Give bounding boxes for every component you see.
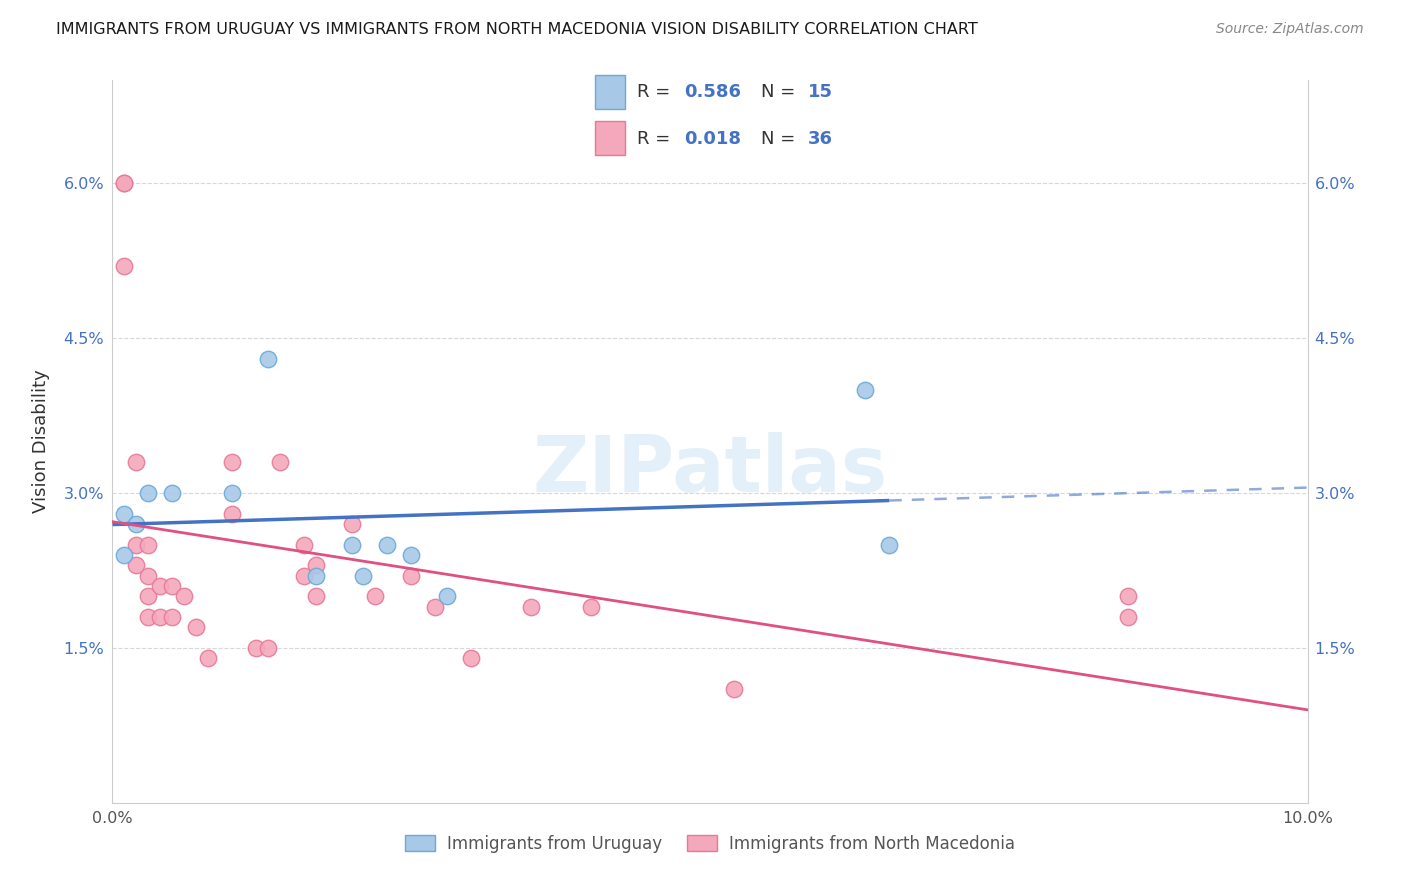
Point — [520, 599, 543, 614]
Point — [377, 538, 399, 552]
Point — [353, 568, 375, 582]
Point — [125, 538, 148, 552]
Point — [125, 517, 148, 532]
Point — [162, 610, 183, 624]
Point — [1118, 610, 1140, 624]
Point — [149, 610, 172, 624]
Point — [401, 548, 423, 562]
Point — [1118, 590, 1140, 604]
Point — [149, 579, 172, 593]
Point — [340, 517, 363, 532]
Point — [186, 620, 208, 634]
Point — [305, 590, 328, 604]
Point — [162, 486, 183, 500]
Y-axis label: Vision Disability: Vision Disability — [31, 369, 49, 514]
Point — [257, 351, 280, 366]
Point — [125, 558, 148, 573]
Text: R =: R = — [637, 129, 676, 147]
Text: 0.018: 0.018 — [683, 129, 741, 147]
Point — [460, 651, 482, 665]
Text: R =: R = — [637, 83, 676, 101]
Point — [855, 383, 877, 397]
Point — [221, 507, 243, 521]
Point — [401, 568, 423, 582]
Text: 0.586: 0.586 — [683, 83, 741, 101]
Point — [269, 455, 291, 469]
Point — [114, 259, 135, 273]
Point — [125, 455, 148, 469]
Point — [221, 455, 243, 469]
Point — [138, 610, 160, 624]
Point — [114, 507, 135, 521]
Bar — [595, 121, 624, 155]
Point — [114, 177, 135, 191]
Bar — [595, 75, 624, 109]
Point — [305, 568, 328, 582]
Point — [425, 599, 447, 614]
Point — [162, 579, 183, 593]
Point — [114, 177, 135, 191]
Point — [138, 590, 160, 604]
Text: 15: 15 — [808, 83, 832, 101]
Point — [436, 590, 458, 604]
Point — [197, 651, 219, 665]
Point — [340, 538, 363, 552]
Text: N =: N = — [761, 129, 800, 147]
Point — [723, 682, 745, 697]
Text: Source: ZipAtlas.com: Source: ZipAtlas.com — [1216, 22, 1364, 37]
Point — [305, 558, 328, 573]
Legend: Immigrants from Uruguay, Immigrants from North Macedonia: Immigrants from Uruguay, Immigrants from… — [399, 828, 1021, 860]
Point — [245, 640, 267, 655]
Point — [114, 548, 135, 562]
Text: 36: 36 — [808, 129, 832, 147]
Point — [221, 486, 243, 500]
Point — [364, 590, 387, 604]
Point — [292, 538, 315, 552]
Text: ZIPatlas: ZIPatlas — [533, 433, 887, 508]
Point — [138, 538, 160, 552]
Point — [257, 640, 280, 655]
Point — [579, 599, 602, 614]
Text: IMMIGRANTS FROM URUGUAY VS IMMIGRANTS FROM NORTH MACEDONIA VISION DISABILITY COR: IMMIGRANTS FROM URUGUAY VS IMMIGRANTS FR… — [56, 22, 979, 37]
Point — [138, 486, 160, 500]
Point — [138, 568, 160, 582]
Text: N =: N = — [761, 83, 800, 101]
Point — [292, 568, 315, 582]
Point — [879, 538, 901, 552]
Point — [173, 590, 195, 604]
